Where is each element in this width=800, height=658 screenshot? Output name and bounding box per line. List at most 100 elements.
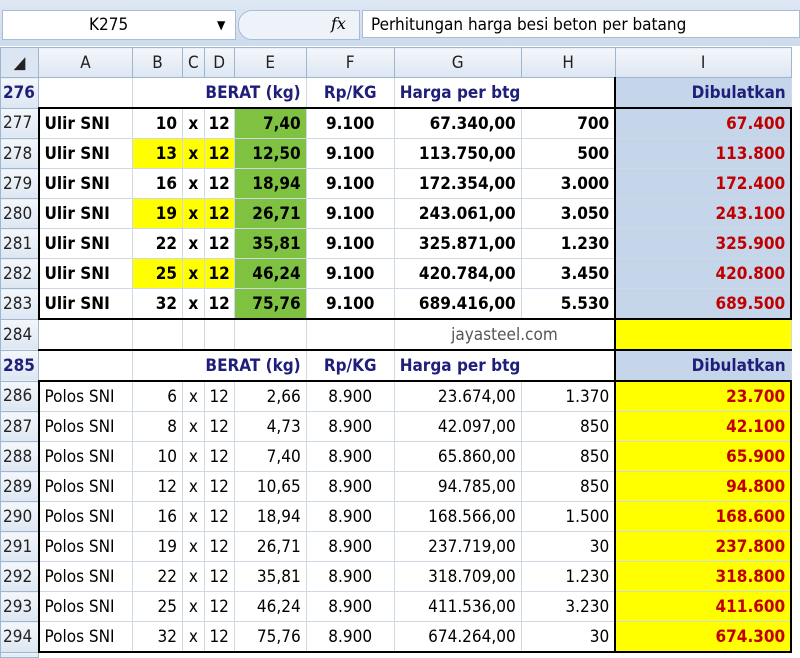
rpkg-cell[interactable]: 8.900 — [305, 561, 395, 592]
length-cell[interactable]: 12 — [203, 138, 235, 169]
dibulatkan-cell[interactable]: 168.600 — [614, 501, 793, 532]
diameter-cell[interactable]: 16 — [132, 501, 183, 532]
h-cell[interactable]: 5.530 — [520, 288, 616, 320]
name-cell[interactable]: Polos SNI — [37, 561, 133, 592]
h-cell[interactable]: 3.450 — [520, 258, 616, 289]
berat-cell[interactable]: 4,73 — [233, 411, 307, 442]
h-cell[interactable]: 3.230 — [520, 591, 616, 622]
cell[interactable] — [234, 651, 307, 657]
cell[interactable] — [38, 318, 133, 351]
cell[interactable] — [38, 349, 133, 382]
name-cell[interactable]: Polos SNI — [37, 531, 133, 562]
name-cell[interactable]: Ulir SNI — [37, 107, 133, 139]
rpkg-cell[interactable]: 8.900 — [305, 380, 395, 412]
rpkg-cell[interactable]: 8.900 — [305, 411, 395, 442]
dibulatkan-cell[interactable]: 113.800 — [614, 138, 793, 169]
dibulatkan-cell[interactable]: 689.500 — [614, 288, 793, 320]
rpkg-cell[interactable]: 9.100 — [305, 258, 395, 289]
cell[interactable] — [204, 651, 235, 657]
length-cell[interactable]: 12 — [203, 621, 235, 653]
h-cell[interactable]: 3.000 — [520, 168, 616, 199]
x-cell[interactable]: x — [182, 501, 205, 532]
h-cell[interactable]: 850 — [520, 411, 616, 442]
dibulatkan-cell[interactable]: 674.300 — [614, 621, 793, 653]
row-header[interactable]: 285 — [0, 349, 39, 382]
berat-cell[interactable]: 7,40 — [233, 107, 307, 139]
cell[interactable] — [394, 651, 522, 657]
berat-header[interactable]: BERAT (kg) — [132, 77, 307, 109]
berat-cell[interactable]: 26,71 — [233, 198, 307, 229]
harga-cell[interactable]: 411.536,00 — [393, 591, 522, 622]
cell[interactable] — [38, 77, 133, 109]
dibulatkan-cell[interactable]: 172.400 — [614, 168, 793, 199]
harga-cell[interactable]: 67.340,00 — [393, 107, 522, 139]
h-cell[interactable]: 1.230 — [520, 228, 616, 259]
berat-cell[interactable]: 10,65 — [233, 471, 307, 502]
h-cell[interactable]: 1.230 — [520, 561, 616, 592]
x-cell[interactable]: x — [182, 621, 205, 653]
column-header-C[interactable]: C — [182, 47, 205, 78]
row-header[interactable]: 293 — [0, 591, 39, 622]
length-cell[interactable]: 12 — [203, 441, 235, 472]
berat-cell[interactable]: 35,81 — [233, 561, 307, 592]
x-cell[interactable]: x — [182, 168, 205, 199]
name-cell[interactable]: Polos SNI — [37, 441, 133, 472]
berat-cell[interactable]: 35,81 — [233, 228, 307, 259]
diameter-cell[interactable]: 22 — [132, 228, 183, 259]
x-cell[interactable]: x — [182, 531, 205, 562]
length-cell[interactable]: 12 — [203, 531, 235, 562]
length-cell[interactable]: 12 — [203, 198, 235, 229]
row-header[interactable]: 289 — [0, 471, 39, 502]
rpkg-cell[interactable]: 9.100 — [305, 288, 395, 320]
diameter-cell[interactable]: 32 — [132, 621, 183, 653]
name-cell[interactable]: Polos SNI — [37, 501, 133, 532]
name-cell[interactable]: Polos SNI — [37, 591, 133, 622]
berat-cell[interactable]: 75,76 — [233, 288, 307, 320]
insert-function-button[interactable]: fx — [238, 10, 360, 40]
berat-cell[interactable]: 2,66 — [233, 380, 307, 412]
dibulatkan-cell[interactable]: 67.400 — [614, 107, 793, 139]
h-cell[interactable]: 700 — [520, 107, 616, 139]
h-cell[interactable]: 1.500 — [520, 501, 616, 532]
cell[interactable] — [132, 318, 183, 351]
h-cell[interactable]: 1.370 — [520, 380, 616, 412]
length-cell[interactable]: 12 — [203, 591, 235, 622]
dibulatkan-cell[interactable]: 318.800 — [614, 561, 793, 592]
dibulatkan-cell[interactable]: 411.600 — [614, 591, 793, 622]
column-header-I[interactable]: I — [614, 47, 792, 78]
harga-cell[interactable]: 689.416,00 — [393, 288, 522, 320]
h-cell[interactable]: 850 — [520, 471, 616, 502]
berat-cell[interactable]: 46,24 — [233, 591, 307, 622]
x-cell[interactable]: x — [182, 471, 205, 502]
h-cell[interactable]: 30 — [520, 531, 616, 562]
length-cell[interactable]: 12 — [203, 228, 235, 259]
diameter-cell[interactable]: 19 — [132, 531, 183, 562]
column-header-F[interactable]: F — [305, 47, 395, 78]
dibulatkan-cell[interactable]: 420.800 — [614, 258, 793, 289]
berat-cell[interactable]: 26,71 — [233, 531, 307, 562]
diameter-cell[interactable]: 19 — [132, 198, 183, 229]
cell[interactable] — [306, 651, 395, 657]
diameter-cell[interactable]: 12 — [132, 471, 183, 502]
rpkg-cell[interactable]: 8.900 — [305, 591, 395, 622]
formula-input[interactable]: Perhitungan harga besi beton per batang — [362, 10, 800, 38]
dibulatkan-cell[interactable]: 65.900 — [614, 441, 793, 472]
diameter-cell[interactable]: 32 — [132, 288, 183, 320]
rpkg-cell[interactable]: 8.900 — [305, 501, 395, 532]
diameter-cell[interactable]: 10 — [132, 441, 183, 472]
harga-header[interactable]: Harga per btg — [393, 77, 616, 109]
row-header[interactable]: 290 — [0, 501, 39, 532]
x-cell[interactable]: x — [182, 138, 205, 169]
row-header[interactable]: 279 — [0, 168, 39, 199]
x-cell[interactable]: x — [182, 228, 205, 259]
site-label[interactable]: jayasteel.com — [393, 318, 616, 351]
harga-cell[interactable]: 23.674,00 — [393, 380, 522, 412]
berat-cell[interactable]: 75,76 — [233, 621, 307, 653]
dibulatkan-cell[interactable]: 42.100 — [614, 411, 793, 442]
cell[interactable] — [38, 651, 133, 657]
rpkg-header[interactable]: Rp/KG — [305, 77, 395, 109]
length-cell[interactable]: 12 — [203, 258, 235, 289]
column-header-H[interactable]: H — [520, 47, 616, 78]
x-cell[interactable]: x — [182, 107, 205, 139]
row-header[interactable]: 288 — [0, 441, 39, 472]
